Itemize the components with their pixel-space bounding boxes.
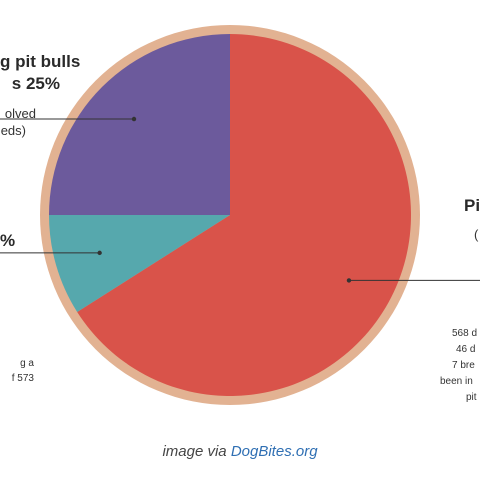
leader-dot-3 <box>131 116 137 122</box>
right-subtext: ( <box>474 227 479 242</box>
pie-chart-figure: g pit bulls s 25% olved eds) % g a f 573… <box>0 25 480 405</box>
image-caption: image via DogBites.org <box>0 443 480 460</box>
left-subtext-line-2: eds) <box>0 123 26 138</box>
leader-dot-2 <box>97 250 102 256</box>
left-subtext-line-1: olved <box>4 106 36 121</box>
left-note-line-1: g a <box>20 358 34 369</box>
pie-chart <box>0 25 480 405</box>
left-title-line-1: g pit bulls <box>0 52 81 71</box>
left-note-line-2: f 573 <box>11 373 34 384</box>
left-teal-percent: % <box>0 231 16 250</box>
pie-slice-1 <box>77 34 411 396</box>
pie-slices <box>49 34 411 396</box>
right-note-line-4: been in <box>440 376 473 387</box>
left-title-line-2: s 25% <box>11 74 60 93</box>
caption-source-link[interactable]: DogBites.org <box>230 443 318 460</box>
pie-slice-2 <box>49 215 230 312</box>
leader-lines <box>0 116 480 283</box>
right-note-line-2: 46 d <box>456 344 476 355</box>
caption-prefix: image via <box>162 443 231 460</box>
leader-dot-1 <box>346 278 352 283</box>
right-note-line-3: 7 bre <box>452 360 475 371</box>
right-title: Pi <box>464 196 480 215</box>
pie-slice-3 <box>49 34 230 215</box>
right-note-line-1: 568 d <box>452 328 478 339</box>
right-note-line-5: pit <box>466 392 477 403</box>
